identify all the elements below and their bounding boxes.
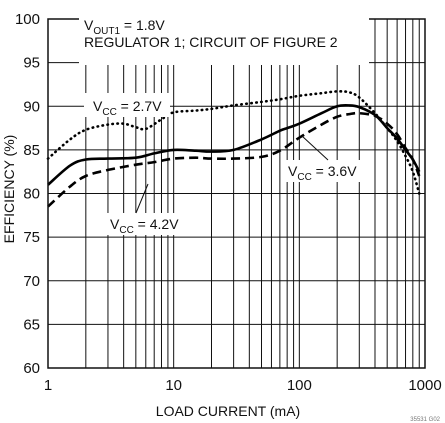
x-tick-label: 100 <box>287 377 312 394</box>
grid-lines <box>48 19 425 368</box>
y-tick-label: 100 <box>15 11 40 28</box>
y-tick-label: 65 <box>23 316 40 333</box>
y-tick-label: 70 <box>23 273 40 290</box>
callout-4v2-bg <box>106 213 196 235</box>
series-line-2 <box>47 111 421 208</box>
y-tick-label: 85 <box>23 142 40 159</box>
callout-4v2-leader <box>135 183 149 214</box>
x-tick-labels: 1 10 100 1000 <box>44 377 442 394</box>
header-line-2: REGULATOR 1; CIRCUIT OF FIGURE 2 <box>84 34 338 50</box>
callout-4v2: VCC = 4.2V <box>110 216 179 236</box>
callout-2v7-bg <box>84 93 170 117</box>
callout-3v6-bg <box>283 160 373 182</box>
y-tick-labels: 60 65 70 75 80 85 90 95 100 <box>15 11 40 377</box>
x-tick-label: 1000 <box>408 377 441 394</box>
y-tick-label: 80 <box>23 186 40 203</box>
x-axis-label: LOAD CURRENT (mA) <box>156 403 300 419</box>
callout-2v7: VCC = 2.7V <box>93 98 162 118</box>
callout-3v6: VCC = 3.6V <box>288 163 357 183</box>
x-tick-label: 1 <box>44 377 52 394</box>
series-line-1 <box>47 103 421 186</box>
y-axis-label: EFFICIENCY (%) <box>1 135 17 244</box>
x-tick-label: 10 <box>165 377 182 394</box>
series-lines <box>46 90 421 208</box>
header-line-1: VOUT1 = 1.8V <box>84 17 165 37</box>
y-tick-label: 90 <box>23 98 40 115</box>
y-tick-label: 75 <box>23 229 40 246</box>
y-tick-label: 60 <box>23 360 40 377</box>
figure-reference: 35531 G02 <box>410 417 440 423</box>
callout-3v6-leader <box>301 135 329 161</box>
y-tick-label: 95 <box>23 55 40 72</box>
header-annotation-bg <box>79 13 369 65</box>
